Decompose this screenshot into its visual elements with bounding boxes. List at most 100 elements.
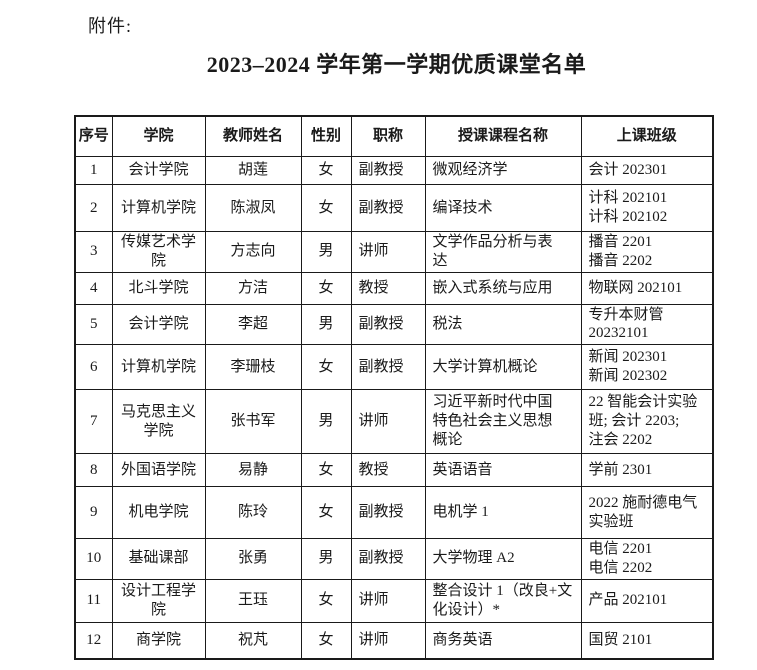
- cell-class-names: 计科 202101 计科 202102: [580, 184, 714, 232]
- cell-teacher-name: 李珊枝: [204, 344, 302, 390]
- cell-gender: 男: [300, 389, 352, 454]
- cell-class-names: 22 智能会计实验 班; 会计 2203; 注会 2202: [580, 389, 714, 454]
- cell-class-names: 会计 202301: [580, 156, 714, 185]
- cell-course-name: 大学物理 A2: [424, 538, 582, 580]
- cell-job-title: 副教授: [350, 184, 426, 232]
- cell-course-name: 文学作品分析与表 达: [424, 231, 582, 273]
- cell-job-title: 副教授: [350, 303, 426, 345]
- cell-serial-number: 7: [74, 389, 113, 454]
- cell-serial-number: 10: [74, 538, 113, 580]
- table-row: 3 传媒艺术学 院方志向男讲师 文学作品分析与表 达播音 2201 播音 2202: [74, 231, 714, 273]
- cell-job-title: 讲师: [350, 621, 426, 660]
- cell-gender: 女: [300, 156, 352, 185]
- table-row: 8 外国语学院 易静女教授 英语语音 学前 2301: [74, 453, 714, 487]
- table-row: 4 北斗学院 方洁女教授 嵌入式系统与应用 物联网 202101: [74, 271, 714, 305]
- cell-course-name: 嵌入式系统与应用: [424, 271, 582, 305]
- cell-serial-number: 1: [74, 156, 113, 185]
- cell-class-names: 国贸 2101: [580, 621, 714, 660]
- header-college: 学院: [111, 115, 206, 157]
- cell-class-names: 专升本财管 20232101: [580, 303, 714, 345]
- table-row: 1 会计学院 胡莲女副教授 微观经济学 会计 202301: [74, 156, 714, 185]
- cell-class-names: 新闻 202301 新闻 202302: [580, 344, 714, 390]
- cell-course-name: 编译技术: [424, 184, 582, 232]
- cell-serial-number: 12: [74, 621, 113, 660]
- cell-job-title: 副教授: [350, 344, 426, 390]
- cell-serial-number: 3: [74, 231, 113, 273]
- cell-job-title: 副教授: [350, 538, 426, 580]
- header-serial-number: 序号: [74, 115, 113, 157]
- table-row: 10 基础课部 张勇男副教授 大学物理 A2 电信 2201 电信 2202: [74, 538, 714, 580]
- cell-class-names: 学前 2301: [580, 453, 714, 487]
- cell-course-name: 电机学 1: [424, 486, 582, 539]
- cell-teacher-name: 陈淑凤: [204, 184, 302, 232]
- cell-college: 设计工程学 院: [111, 578, 206, 623]
- roster-table: 序号 学院 教师姓名 性别 职称 授课课程名称 上课班级 1 会计学院 胡莲女副教授…: [74, 115, 714, 660]
- cell-serial-number: 6: [74, 344, 113, 390]
- cell-college: 外国语学院: [111, 453, 206, 487]
- cell-course-name: 税法: [424, 303, 582, 345]
- cell-gender: 女: [300, 621, 352, 660]
- cell-serial-number: 9: [74, 486, 113, 539]
- cell-gender: 男: [300, 231, 352, 273]
- cell-college: 传媒艺术学 院: [111, 231, 206, 273]
- cell-gender: 女: [300, 184, 352, 232]
- cell-course-name: 大学计算机概论: [424, 344, 582, 390]
- cell-gender: 女: [300, 578, 352, 623]
- cell-job-title: 讲师: [350, 231, 426, 273]
- table-row: 5 会计学院 李超男副教授 税法 专升本财管 20232101: [74, 303, 714, 345]
- cell-gender: 男: [300, 303, 352, 345]
- cell-gender: 男: [300, 538, 352, 580]
- cell-class-names: 电信 2201 电信 2202: [580, 538, 714, 580]
- cell-college: 机电学院: [111, 486, 206, 539]
- cell-college: 基础课部: [111, 538, 206, 580]
- cell-college: 会计学院: [111, 156, 206, 185]
- cell-job-title: 教授: [350, 271, 426, 305]
- table-row: 9 机电学院 陈玲女副教授 电机学 1 2022 施耐德电气 实验班: [74, 486, 714, 539]
- page-title: 2023–2024 学年第一学期优质课堂名单: [206, 52, 587, 77]
- table-header-row: 序号 学院 教师姓名 性别 职称 授课课程名称 上课班级: [74, 115, 714, 157]
- table-row: 2 计算机学院 陈淑凤女副教授 编译技术 计科 202101 计科 202102: [74, 184, 714, 232]
- header-course-name: 授课课程名称: [424, 115, 582, 157]
- cell-college: 北斗学院: [111, 271, 206, 305]
- header-class-names: 上课班级: [580, 115, 714, 157]
- cell-job-title: 副教授: [350, 156, 426, 185]
- cell-gender: 女: [300, 344, 352, 390]
- attachment-label: 附件:: [88, 16, 133, 36]
- cell-class-names: 播音 2201 播音 2202: [580, 231, 714, 273]
- cell-teacher-name: 方洁: [204, 271, 302, 305]
- table-row: 11 设计工程学 院王珏女讲师 整合设计 1（改良+文 化设计）* 产品 202101: [74, 578, 714, 623]
- cell-class-names: 产品 202101: [580, 578, 714, 623]
- cell-class-names: 2022 施耐德电气 实验班: [580, 486, 714, 539]
- header-job-title: 职称: [350, 115, 426, 157]
- cell-serial-number: 5: [74, 303, 113, 345]
- cell-teacher-name: 王珏: [204, 578, 302, 623]
- cell-teacher-name: 李超: [204, 303, 302, 345]
- cell-teacher-name: 胡莲: [204, 156, 302, 185]
- cell-course-name: 整合设计 1（改良+文 化设计）*: [424, 578, 582, 623]
- cell-college: 商学院: [111, 621, 206, 660]
- cell-teacher-name: 易静: [204, 453, 302, 487]
- table-body: 1 会计学院 胡莲女副教授 微观经济学 会计 202301 2 计算机学院 陈淑凤女副教授 编译…: [74, 156, 714, 660]
- cell-college: 计算机学院: [111, 184, 206, 232]
- cell-serial-number: 2: [74, 184, 113, 232]
- cell-course-name: 习近平新时代中国 特色社会主义思想 概论: [424, 389, 582, 454]
- cell-class-names: 物联网 202101: [580, 271, 714, 305]
- cell-gender: 女: [300, 486, 352, 539]
- cell-serial-number: 4: [74, 271, 113, 305]
- cell-course-name: 英语语音: [424, 453, 582, 487]
- cell-serial-number: 11: [74, 578, 113, 623]
- cell-job-title: 教授: [350, 453, 426, 487]
- header-gender: 性别: [300, 115, 352, 157]
- table-row: 6 计算机学院 李珊枝女副教授 大学计算机概论 新闻 202301 新闻 202302: [74, 344, 714, 390]
- cell-teacher-name: 祝芃: [204, 621, 302, 660]
- cell-job-title: 讲师: [350, 578, 426, 623]
- cell-course-name: 商务英语: [424, 621, 582, 660]
- header-teacher-name: 教师姓名: [204, 115, 302, 157]
- cell-college: 计算机学院: [111, 344, 206, 390]
- cell-job-title: 副教授: [350, 486, 426, 539]
- cell-gender: 女: [300, 271, 352, 305]
- cell-college: 马克思主义 学院: [111, 389, 206, 454]
- cell-job-title: 讲师: [350, 389, 426, 454]
- table-row: 12 商学院 祝芃女讲师 商务英语 国贸 2101: [74, 621, 714, 660]
